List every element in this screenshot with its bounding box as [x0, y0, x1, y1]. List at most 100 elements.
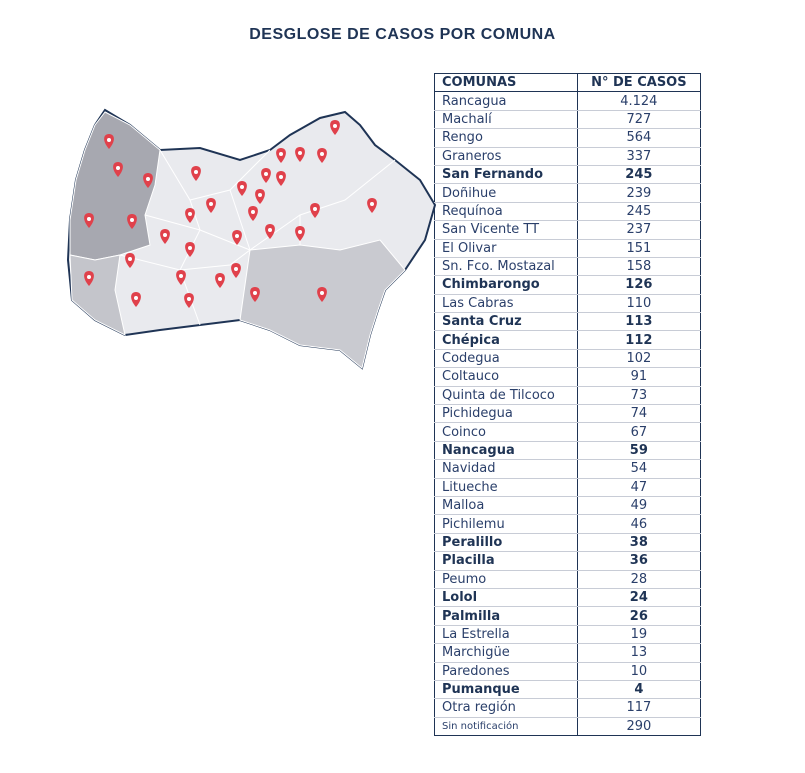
table-row: Requínoa 245 [434, 202, 702, 222]
table-row: Graneros 337 [434, 147, 702, 166]
case-count: 59 [576, 441, 702, 461]
map-pin-dot [146, 177, 150, 181]
table-row: Machalí 727 [434, 110, 702, 130]
comuna-name: Las Cabras [434, 294, 578, 314]
comuna-name: Rengo [434, 128, 578, 148]
comuna-name: Nancagua [434, 441, 578, 461]
case-count: 337 [576, 147, 702, 166]
map-pin-dot [320, 152, 324, 156]
case-count: 245 [576, 165, 702, 185]
comuna-name: Coinco [434, 422, 578, 442]
case-count: 91 [576, 367, 702, 387]
case-count: 727 [576, 110, 702, 130]
case-count: 117 [576, 698, 702, 718]
case-count: 49 [576, 496, 702, 516]
column-header: COMUNAS [434, 72, 578, 93]
comuna-name: Doñihue [434, 183, 578, 203]
case-count: 13 [576, 643, 702, 663]
case-count: 237 [576, 220, 702, 240]
case-count: 36 [576, 551, 702, 571]
table-row: Placilla 36 [434, 551, 702, 571]
table-row: Chimbarongo 126 [434, 275, 702, 295]
map-pin-dot [87, 217, 91, 221]
table-row: Codegua 102 [434, 349, 702, 369]
comuna-name: Pichilemu [434, 514, 578, 534]
map-pin-dot [279, 175, 283, 179]
case-count: 46 [576, 514, 702, 534]
table-row: Rancagua 4.124 [434, 91, 702, 111]
table-row: Otra región 117 [434, 698, 702, 718]
case-count: 112 [576, 330, 702, 350]
comuna-name: Machalí [434, 110, 578, 130]
case-count: 26 [576, 606, 702, 626]
table-row: San Vicente TT 237 [434, 220, 702, 240]
comuna-name: Paredones [434, 662, 578, 681]
case-count: 4.124 [576, 91, 702, 111]
table-row: Sin notificación 290 [434, 717, 702, 737]
table-row: Sn. Fco. Mostazal 158 [434, 257, 702, 277]
case-count: 67 [576, 422, 702, 442]
cases-table: COMUNAS N° DE CASOS Rancagua 4.124 Machalí… [434, 72, 702, 737]
map-pin-dot [268, 228, 272, 232]
map-pin-dot [370, 202, 374, 206]
comuna-name: Santa Cruz [434, 312, 578, 332]
table-row: Coinco 67 [434, 422, 702, 442]
map-pin-dot [187, 297, 191, 301]
comuna-name: Rancagua [434, 91, 578, 111]
map-pin-dot [130, 218, 134, 222]
map-pin-dot [264, 172, 268, 176]
table-row: Peumo 28 [434, 570, 702, 589]
map-pin-dot [194, 170, 198, 174]
map-pin-dot [234, 267, 238, 271]
table-row: La Estrella 19 [434, 625, 702, 645]
case-count: 24 [576, 588, 702, 608]
table-row: Litueche 47 [434, 478, 702, 497]
table-row: Pichilemu 46 [434, 514, 702, 534]
case-count: 158 [576, 257, 702, 277]
table-row: Rengo 564 [434, 128, 702, 148]
case-count: 54 [576, 459, 702, 479]
table-row: Coltauco 91 [434, 367, 702, 387]
comuna-name: Coltauco [434, 367, 578, 387]
map-pin-dot [253, 291, 257, 295]
map-pin-dot [179, 274, 183, 278]
comuna-name: Placilla [434, 551, 578, 571]
comuna-name: Requínoa [434, 202, 578, 222]
region-southwest [69, 254, 126, 336]
map-pin-dot [333, 124, 337, 128]
case-count: 151 [576, 239, 702, 258]
table-row: Doñihue 239 [434, 183, 702, 203]
comuna-name: San Fernando [434, 165, 578, 185]
comuna-name: San Vicente TT [434, 220, 578, 240]
table-row: Paredones 10 [434, 662, 702, 681]
case-count: 290 [576, 717, 702, 737]
map-pin-dot [209, 202, 213, 206]
case-count: 10 [576, 662, 702, 681]
case-count: 113 [576, 312, 702, 332]
case-count: 28 [576, 570, 702, 589]
comuna-name: Peumo [434, 570, 578, 589]
case-count: 74 [576, 404, 702, 424]
case-count: 126 [576, 275, 702, 295]
case-count: 4 [576, 680, 702, 700]
region-southeast [239, 239, 406, 369]
column-header: N° DE CASOS [576, 72, 702, 93]
table-row: Peralillo 38 [434, 533, 702, 553]
comuna-name: Marchigüe [434, 643, 578, 663]
case-count: 38 [576, 533, 702, 553]
comuna-name: Malloa [434, 496, 578, 516]
table-row: Nancagua 59 [434, 441, 702, 461]
table-row: Navidad 54 [434, 459, 702, 479]
comuna-name: Litueche [434, 478, 578, 497]
map-pin-dot [258, 193, 262, 197]
table-row: Chépica 112 [434, 330, 702, 350]
comuna-name: Otra región [434, 698, 578, 718]
comuna-name: Navidad [434, 459, 578, 479]
map-pin-dot [235, 234, 239, 238]
table-row: Lolol 24 [434, 588, 702, 608]
map-pin-dot [87, 275, 91, 279]
case-count: 19 [576, 625, 702, 645]
table-row: Las Cabras 110 [434, 294, 702, 314]
comuna-name: Quinta de Tilcoco [434, 386, 578, 406]
